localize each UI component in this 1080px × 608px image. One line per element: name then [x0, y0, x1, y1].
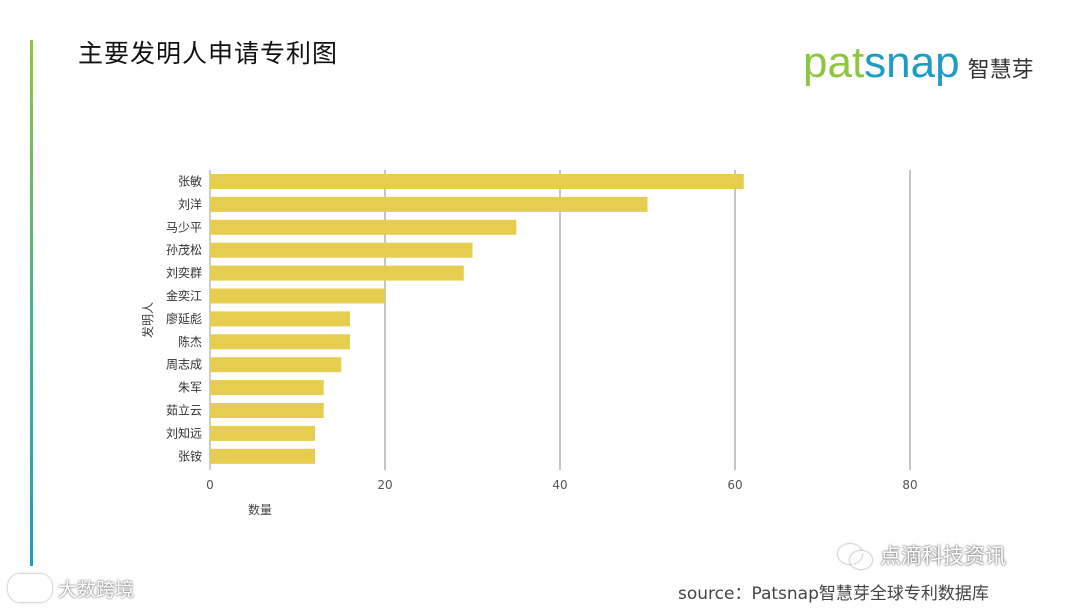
bar	[210, 288, 385, 304]
y-tick-label: 朱军	[178, 381, 202, 395]
y-tick-label: 刘洋	[178, 196, 202, 211]
watermark-left: 大数跨境	[8, 574, 134, 602]
y-tick-label: 张敏	[178, 174, 202, 189]
bar	[210, 242, 473, 258]
y-tick-label: 茹立云	[166, 403, 202, 418]
page-title: 主要发明人申请专利图	[78, 39, 339, 68]
logo-text-pat: pat	[803, 38, 865, 87]
patsnap-logo: pat snap 智慧芽	[803, 38, 1034, 87]
bar	[210, 448, 315, 464]
y-tick-label: 张铵	[178, 448, 202, 463]
x-tick-label: 60	[727, 478, 742, 492]
logo-text-cn: 智慧芽	[967, 58, 1034, 83]
source-note: source：Patsnap智慧芽全球专利数据库	[678, 584, 989, 604]
bar	[210, 219, 517, 235]
y-tick-label: 廖延彪	[166, 311, 202, 326]
bar	[210, 425, 315, 441]
bar	[210, 403, 324, 418]
watermark-right-text: 点滴科技资讯	[880, 544, 1006, 568]
y-tick-label: 刘奕群	[166, 265, 202, 280]
bar	[210, 357, 342, 373]
y-axis-label: 发明人	[140, 302, 155, 338]
wechat-icon	[836, 542, 874, 569]
y-tick-label: 周志成	[166, 358, 202, 372]
logo-text-snap: snap	[864, 38, 960, 87]
x-axis-label: 数量	[248, 502, 272, 517]
bar	[210, 380, 324, 396]
watermark-logo-icon	[8, 574, 52, 602]
bar	[210, 311, 350, 327]
y-tick-label: 孙茂松	[166, 243, 202, 257]
y-tick-label: 刘知远	[166, 426, 202, 440]
bar	[210, 196, 648, 212]
y-tick-label: 陈杰	[178, 334, 202, 349]
watermark-right: 点滴科技资讯	[836, 540, 1006, 570]
x-tick-label: 0	[206, 478, 214, 492]
y-tick-label: 马少平	[166, 220, 202, 234]
watermark-left-text: 大数跨境	[58, 578, 135, 601]
bar	[210, 265, 464, 281]
y-tick-label: 金奕江	[166, 288, 202, 303]
bar	[210, 334, 350, 350]
bar	[210, 174, 744, 189]
x-tick-label: 40	[552, 478, 567, 492]
x-tick-label: 80	[902, 478, 917, 492]
x-tick-label: 20	[377, 478, 392, 492]
accent-line	[30, 40, 33, 566]
